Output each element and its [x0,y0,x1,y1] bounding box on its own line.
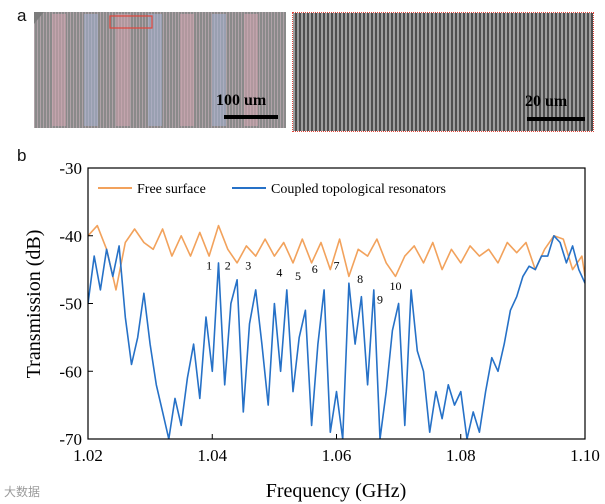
legend-label-coupled: Coupled topological resonators [271,182,446,197]
legend: Free surface Coupled topological resonat… [98,182,446,197]
watermark-text: 大数据 [4,485,41,499]
x-tick-label: 1.08 [446,446,476,465]
resonance-label-10: 10 [390,279,402,293]
plot-frame [87,167,586,440]
resonance-label-5: 5 [295,269,301,283]
resonance-label-8: 8 [357,272,363,286]
y-tick-label: -50 [59,295,82,314]
y-tick-label: -60 [59,362,82,381]
legend-label-free-surface: Free surface [137,182,206,197]
sem-image-low-mag: 100 um [34,12,286,128]
y-tick-label: -40 [59,227,82,246]
resonance-label-9: 9 [377,293,383,307]
sem-low-mag-graphic [34,12,286,128]
panel-b-label: b [17,146,27,165]
sem-high-mag-graphic [293,13,593,131]
resonance-label-6: 6 [312,262,318,276]
scale-bar-right [527,117,585,121]
y-tick-label: -70 [59,430,82,449]
y-axis-label: Transmission (dB) [23,230,45,379]
resonance-label-2: 2 [225,259,231,273]
scale-bar-left [224,115,278,119]
resonance-label-1: 1 [206,259,212,273]
resonance-label-3: 3 [245,259,251,273]
series-line-coupled-resonators [88,235,585,439]
series-line-free-surface [88,224,585,291]
resonance-label-4: 4 [276,265,282,279]
sem-image-high-mag: 20 um [292,12,594,132]
x-tick-label: 1.04 [197,446,227,465]
x-tick-label: 1.10 [570,446,600,465]
x-tick-label: 1.06 [322,446,352,465]
x-axis-label: Frequency (GHz) [266,480,407,502]
scale-label-right: 20 um [525,93,568,110]
x-tick-label: 1.02 [73,446,103,465]
panel-a-label: a [17,6,27,25]
scale-label-left: 100 um [216,92,267,109]
y-tick-label: -30 [59,159,82,178]
resonance-label-7: 7 [334,259,340,273]
